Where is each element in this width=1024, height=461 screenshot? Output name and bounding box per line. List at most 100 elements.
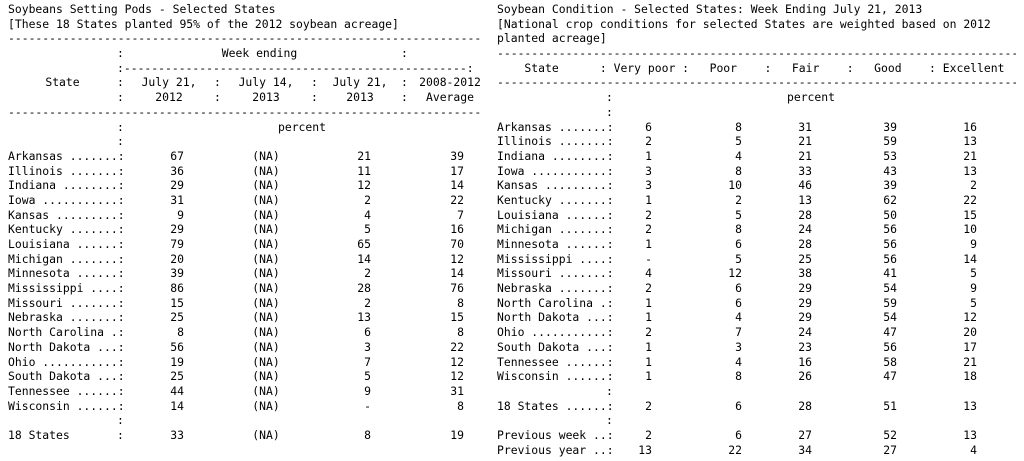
cell-value: 1 xyxy=(645,237,652,252)
cell-value: 21 xyxy=(798,134,812,149)
cell-value: (NA) xyxy=(252,207,280,222)
cell-value: (NA) xyxy=(252,354,280,369)
state-label: South Dakota ...: xyxy=(497,339,614,354)
cell-value: 6 xyxy=(645,119,652,134)
table-row: Ohio ...........: 2 7 24 47 20 xyxy=(497,325,1016,340)
table-row: Illinois .......: 36 (NA) 11 17 xyxy=(8,164,482,179)
table-row: Michigan .......: 2 8 24 56 10 xyxy=(497,222,1016,237)
state-label: Ohio ...........: xyxy=(497,325,614,340)
cell-value: 25 xyxy=(170,310,184,325)
cell-value: 18 xyxy=(963,369,977,384)
state-label: Mississippi ....: xyxy=(497,251,614,266)
cell-value: 8 xyxy=(457,398,464,413)
cell-value: 27 xyxy=(883,442,897,457)
cell-value: (NA) xyxy=(252,178,280,193)
cell-value: 8 xyxy=(735,163,742,178)
cell-value: 10 xyxy=(963,222,977,237)
cell-value: 2 xyxy=(645,427,652,442)
cell-value: 4 xyxy=(364,207,371,222)
cell-value: 15 xyxy=(170,295,184,310)
table-row: North Dakota ...: 1 4 29 54 12 xyxy=(497,310,1016,325)
pods-header-row-2: :---------------------------------------… xyxy=(117,60,474,75)
cell-value: 4 xyxy=(735,148,742,163)
cell-value: 29 xyxy=(798,295,812,310)
state-label: North Carolina .: xyxy=(497,295,614,310)
unit-label: percent xyxy=(277,119,326,134)
table-row: Tennessee ......: 44 (NA) 9 31 xyxy=(8,384,482,399)
cell-value: (NA) xyxy=(252,295,280,310)
cell-value: 65 xyxy=(357,237,371,251)
cell-value: (NA) xyxy=(252,266,280,281)
cell-value: 1 xyxy=(645,295,652,310)
cell-value: 14 xyxy=(963,251,977,266)
cell-value: 1 xyxy=(645,369,652,384)
cell-value: 59 xyxy=(883,134,897,149)
cell-value: 24 xyxy=(798,325,812,340)
cell-value: 6 xyxy=(735,398,742,413)
cell-value: 15 xyxy=(450,310,464,325)
state-label: Nebraska .......: xyxy=(497,281,614,296)
cell-value: 8 xyxy=(457,295,464,310)
condition-subtitle: [National crop conditions for selected S… xyxy=(497,16,991,46)
condition-panel: Soybean Condition - Selected States: Wee… xyxy=(497,2,1016,457)
cell-value: 47 xyxy=(883,325,897,340)
cell-value: 86 xyxy=(170,281,184,296)
table-row: Missouri .......: 15 (NA) 2 8 xyxy=(8,296,482,311)
state-label: Previous week ..: xyxy=(497,427,614,442)
cell-value: (NA) xyxy=(252,148,280,163)
cell-value: 1 xyxy=(645,148,652,163)
cell-value: 11 xyxy=(357,163,371,178)
cell-value: 43 xyxy=(883,163,897,178)
cell-value: 29 xyxy=(798,281,812,296)
cell-value: 21 xyxy=(963,354,977,369)
cell-value: (NA) xyxy=(252,369,280,384)
cell-value: 19 xyxy=(170,354,184,369)
cell-value: 29 xyxy=(170,222,184,237)
cell-value: 6 xyxy=(735,281,742,296)
cell-value: 28 xyxy=(798,207,812,222)
total-row: Previous week ..: 2 6 27 52 13 xyxy=(497,428,1016,443)
cell-value: 8 xyxy=(735,369,742,384)
cell-value: 34 xyxy=(798,442,812,457)
state-label: Arkansas .......: xyxy=(497,119,614,134)
cell-value: (NA) xyxy=(252,192,280,207)
cell-value: 25 xyxy=(798,251,812,266)
cell-value: 1 xyxy=(645,192,652,207)
cell-value: 5 xyxy=(735,251,742,266)
cell-value: 31 xyxy=(798,119,812,134)
divider: ----------------------------------------… xyxy=(8,31,482,46)
cell-value: 27 xyxy=(798,427,812,442)
cell-value: 7 xyxy=(457,207,464,222)
cell-value: 17 xyxy=(963,339,977,354)
pods-subtitle: [These 18 States planted 95% of the 2012… xyxy=(8,16,399,31)
table-row: Iowa ...........: 31 (NA) 2 22 xyxy=(8,193,482,208)
cell-value: 29 xyxy=(798,310,812,325)
cell-value: 4 xyxy=(735,354,742,369)
cell-value: 79 xyxy=(170,237,184,251)
cell-value: 56 xyxy=(883,222,897,237)
table-row: Minnesota ......: 1 6 28 56 9 xyxy=(497,237,1016,252)
cell-value: 56 xyxy=(883,251,897,266)
cell-value: (NA) xyxy=(252,163,280,178)
table-row: Minnesota ......: 39 (NA) 2 14 xyxy=(8,266,482,281)
table-row: North Carolina .: 8 (NA) 6 8 xyxy=(8,325,482,340)
cell-value: 5 xyxy=(735,134,742,149)
cell-value: 8 xyxy=(735,222,742,237)
cell-value: 5 xyxy=(735,207,742,222)
table-row: Mississippi ....: 86 (NA) 28 76 xyxy=(8,281,482,296)
cell-value: 8 xyxy=(177,325,184,340)
cell-value: 16 xyxy=(450,222,464,237)
cell-value: 22 xyxy=(450,339,464,354)
divider: ----------------------------------------… xyxy=(497,46,1016,61)
cell-value: 62 xyxy=(883,192,897,207)
cell-value: 13 xyxy=(963,398,977,413)
cell-value: 2 xyxy=(364,192,371,207)
cell-value: 59 xyxy=(883,295,897,310)
pods-table-body: Arkansas .......: 67 (NA) 21 39 Illinois ....… xyxy=(8,149,482,413)
cell-value: 22 xyxy=(728,442,742,457)
cell-value: 12 xyxy=(728,266,742,281)
cell-value: 54 xyxy=(883,281,897,296)
condition-title: Soybean Condition - Selected States: Wee… xyxy=(497,2,923,16)
table-row: North Dakota ...: 56 (NA) 3 22 xyxy=(8,340,482,355)
state-label: South Dakota ...: xyxy=(8,369,125,384)
